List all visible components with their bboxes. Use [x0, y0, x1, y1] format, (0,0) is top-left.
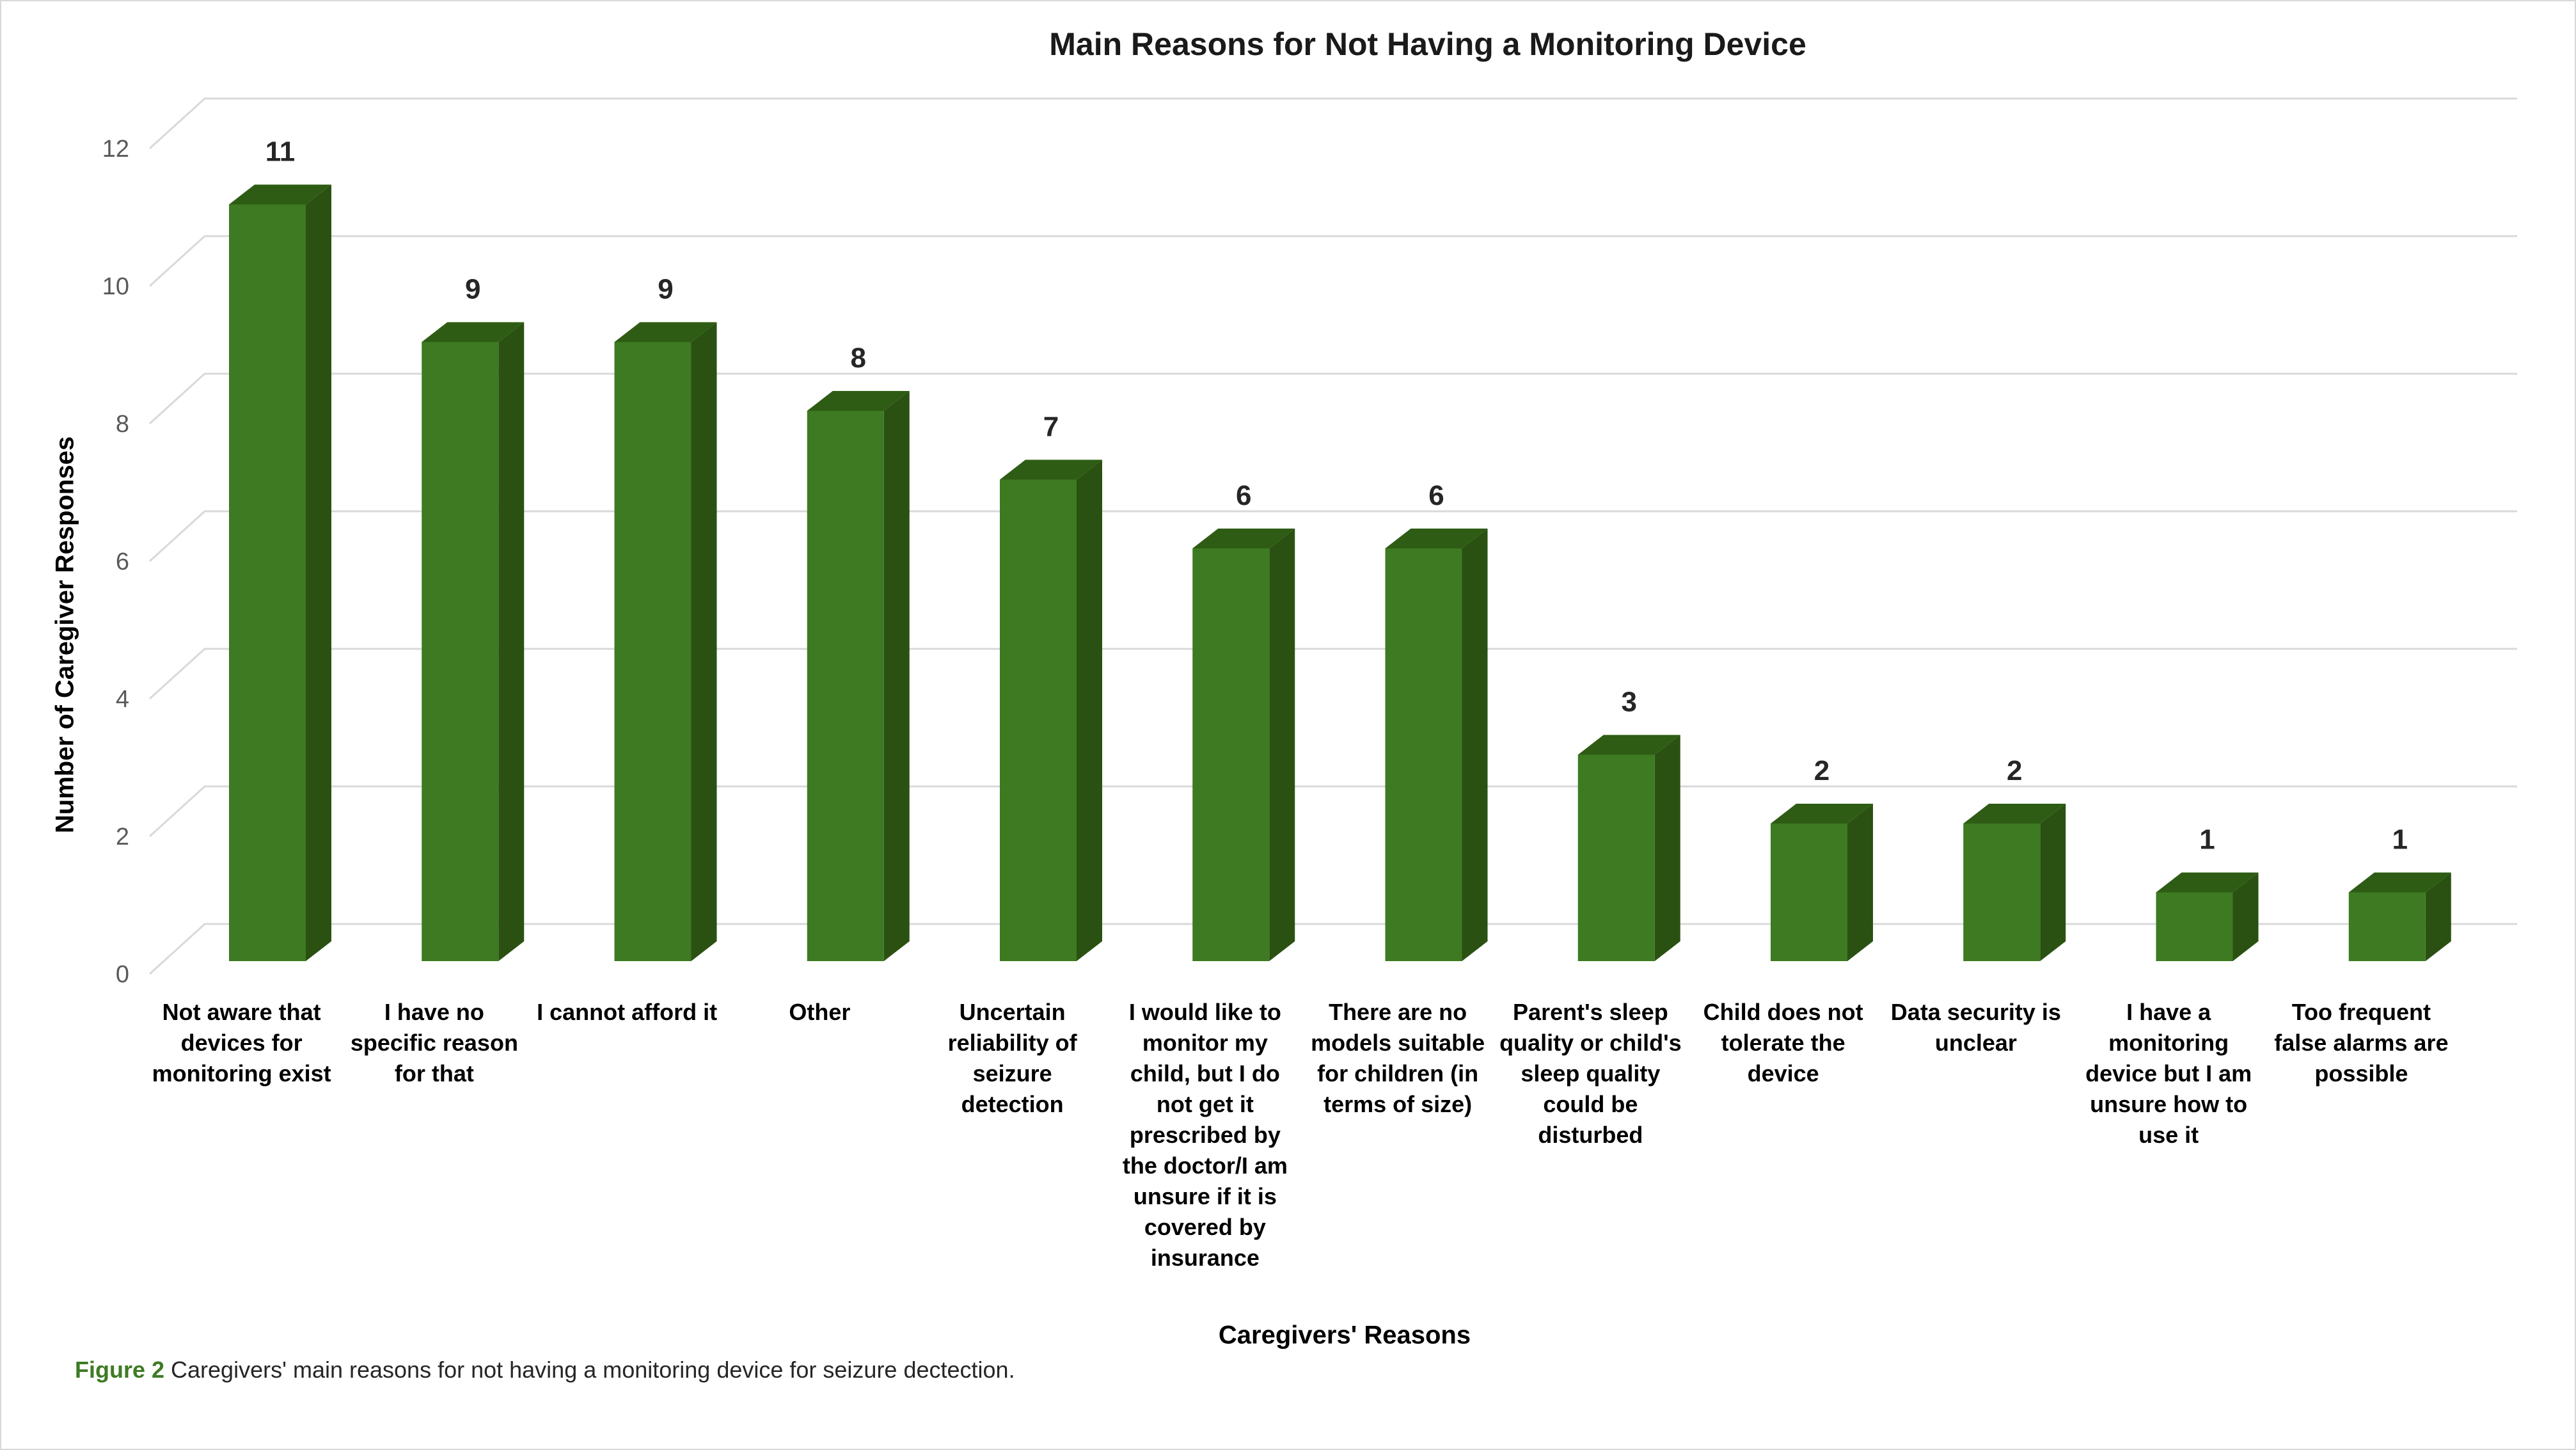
bar-side-face: [498, 322, 525, 961]
x-category-label-7: There are no models suitable for childre…: [1311, 999, 1485, 1117]
bar-top-face: [1000, 459, 1102, 480]
bar-top-face: [1192, 529, 1295, 548]
value-label-3: 9: [658, 274, 673, 305]
x-category-label-2: I have no specific reason for that: [350, 999, 518, 1087]
bar-5: [1000, 479, 1077, 961]
bar-side-face: [883, 391, 910, 961]
bar-6: [1192, 548, 1270, 961]
x-category-label-10: Data security is unclear: [1890, 999, 2061, 1056]
bar-side-face: [306, 184, 331, 961]
bar-top-face: [2156, 872, 2259, 893]
x-category-label-5: Uncertain reliability of seizure detecti…: [947, 999, 1077, 1117]
bar-top-face: [1385, 529, 1488, 548]
bar-side-face: [2040, 804, 2066, 961]
y-tick-label-4: 4: [116, 686, 129, 713]
x-category-label-1: Not aware that devices for monitoring ex…: [152, 999, 331, 1087]
value-label-5: 7: [1043, 411, 1059, 443]
x-category-label-6: I would like to monitor my child, but I …: [1122, 999, 1288, 1271]
x-axis-title: Caregivers' Reasons: [1218, 1321, 1471, 1350]
bar-11: [2156, 892, 2233, 961]
bar-side-face: [691, 322, 717, 961]
bar-4: [807, 411, 884, 961]
value-label-12: 1: [2392, 824, 2408, 856]
chart-title: Main Reasons for Not Having a Monitoring…: [1049, 26, 1806, 62]
value-label-10: 2: [2007, 755, 2022, 786]
bar-8: [1577, 754, 1655, 961]
bar-top-face: [229, 184, 331, 205]
y-tick-label-6: 6: [116, 548, 129, 575]
bar-1: [229, 204, 306, 961]
gridline-y-12: [148, 97, 2517, 150]
gridline-y-0: [148, 923, 2517, 975]
value-label-4: 8: [851, 342, 866, 374]
y-tick-label-2: 2: [116, 824, 129, 850]
bar-top-face: [422, 322, 525, 342]
x-category-label-12: Too frequent false alarms are possible: [2274, 999, 2449, 1087]
bar-top-face: [2348, 872, 2451, 893]
bar-7: [1385, 548, 1462, 961]
figure-caption-text: Caregivers' main reasons for not having …: [171, 1357, 1015, 1383]
y-tick-label-12: 12: [102, 136, 129, 163]
gridline-y-10: [148, 235, 2517, 287]
value-label-7: 6: [1428, 480, 1444, 511]
gridline-y-6: [148, 510, 2517, 562]
value-label-1: 11: [265, 136, 296, 168]
value-label-8: 3: [1622, 687, 1637, 718]
bar-side-face: [1269, 529, 1295, 961]
figure-caption: Figure 2 Caregivers' main reasons for not…: [75, 1357, 1015, 1383]
x-category-label-8: Parent's sleep quality or child's sleep …: [1499, 999, 1682, 1148]
bar-side-face: [1654, 735, 1680, 961]
bar-top-face: [1771, 804, 1873, 824]
bar-side-face: [1462, 529, 1488, 961]
x-category-label-11: I have a monitoring device but I am unsu…: [2085, 999, 2252, 1148]
gridline-y-4: [148, 648, 2517, 700]
figure-caption-label: Figure 2: [75, 1357, 165, 1383]
bar-side-face: [2425, 872, 2451, 961]
bar-10: [1963, 824, 2041, 961]
y-tick-label-10: 10: [102, 273, 129, 300]
bar-9: [1771, 824, 1847, 961]
value-label-11: 1: [2199, 824, 2215, 856]
value-label-9: 2: [1814, 755, 1829, 786]
x-category-label-9: Child does not tolerate the device: [1703, 999, 1863, 1087]
value-label-6: 6: [1236, 480, 1251, 511]
bar-side-face: [1077, 459, 1102, 961]
gridline-y-2: [148, 785, 2517, 838]
bar-top-face: [1963, 804, 2066, 824]
bar-side-face: [2232, 872, 2259, 961]
x-category-label-4: Other: [789, 999, 851, 1025]
x-category-label-3: I cannot afford it: [537, 999, 718, 1025]
y-tick-label-8: 8: [116, 411, 129, 438]
bar-side-face: [1847, 804, 1873, 961]
value-label-2: 9: [465, 274, 480, 305]
bar-3: [614, 342, 691, 961]
bar-2: [422, 342, 499, 961]
bar-12: [2348, 892, 2426, 961]
bar-top-face: [614, 322, 717, 342]
bar-top-face: [1577, 735, 1680, 755]
bar-top-face: [807, 391, 910, 411]
y-tick-label-0: 0: [116, 961, 129, 988]
gridline-y-8: [148, 372, 2517, 425]
